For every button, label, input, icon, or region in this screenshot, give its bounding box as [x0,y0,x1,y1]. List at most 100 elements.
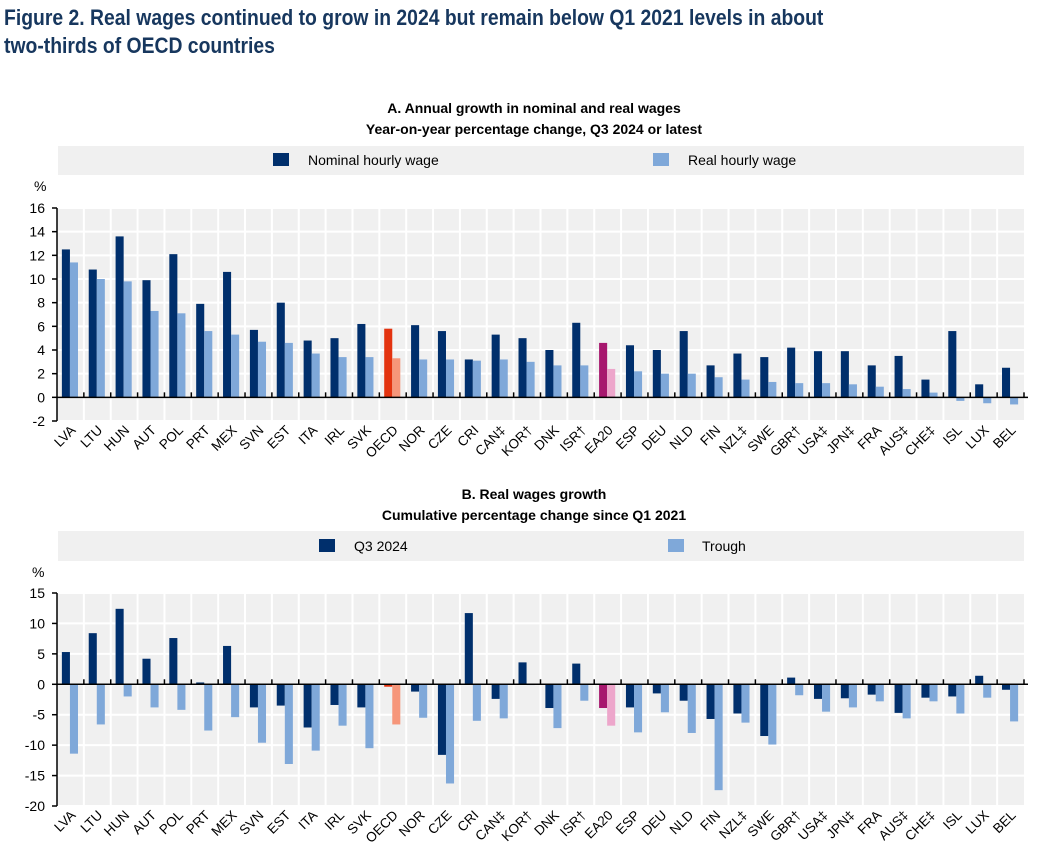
bar-nor-nominalhourlywage [411,325,420,398]
bar-deu-q32024 [652,684,661,694]
y-tick-label: -20 [25,798,45,814]
bar-prt-trough [204,684,213,731]
bar-fra-realhourlywage [875,386,884,398]
bar-cri-nominalhourlywage [464,359,473,398]
x-category-label: AUT [129,423,159,453]
bar-svk-nominalhourlywage [357,323,366,398]
bar-pol-trough [177,684,186,710]
bar-aut-q32024 [142,658,151,685]
bar-swe-q32024 [760,684,769,737]
y-tick-label: -5 [33,707,46,723]
bar-irl-trough [338,684,347,726]
bar-aus-q32024 [894,684,903,713]
bar-mex-trough [231,684,240,718]
x-category-label: ISL [940,422,965,447]
bar-aut-realhourlywage [150,310,159,398]
figure-title: Figure 2. Real wages continued to grow i… [4,4,864,60]
y-tick-label: 14 [29,224,45,240]
bar-gbr-nominalhourlywage [787,347,796,398]
y-tick-label: 15 [29,585,45,601]
bar-lva-q32024 [61,652,70,685]
bar-irl-nominalhourlywage [330,338,339,398]
bar-ea20-q32024 [599,684,608,709]
bar-svk-trough [365,684,374,749]
x-category-label: ESP [613,423,643,453]
x-category-label: IRL [322,807,348,833]
y-tick-label: 4 [37,342,45,358]
bar-esp-q32024 [625,684,635,708]
bar-che-realhourlywage [929,392,938,398]
bar-nld-realhourlywage [687,373,696,398]
legend-label-real: Real hourly wage [688,152,796,168]
bar-esp-nominalhourlywage [625,345,635,398]
bar-svn-trough [257,684,267,743]
bar-est-trough [284,684,293,765]
bar-gbr-q32024 [787,677,796,685]
bar-cze-realhourlywage [445,359,455,398]
x-category-label: DNK [531,808,562,839]
bar-lux-q32024 [975,675,984,685]
bar-jpn-nominalhourlywage [840,351,849,398]
x-category-label: DEU [639,808,670,839]
bar-hun-realhourlywage [123,281,132,398]
bar-usa-q32024 [813,684,823,699]
bar-cri-q32024 [464,613,473,685]
bar-jpn-q32024 [840,684,849,699]
bar-nld-q32024 [679,684,688,701]
panel-b-plot: 15 10 5 0 -5 -10 -15 -20 LVALTUHUNAUTPOLPRTMEXSV… [25,585,1028,846]
bar-fra-trough [875,684,884,702]
panel-b: B. Real wages growth Cumulative percenta… [25,486,1028,846]
x-category-label: NZL‡ [716,808,750,842]
bar-ltu-realhourlywage [96,279,105,398]
bar-prt-realhourlywage [204,331,213,398]
bar-est-q32024 [276,684,285,706]
x-category-label: NOR [396,807,428,839]
y-tick-label: 16 [29,200,45,216]
bar-esp-realhourlywage [634,371,643,398]
bar-irl-q32024 [330,684,339,705]
panel-a-y-unit: % [34,178,46,194]
legend-swatch-nominal [273,153,289,166]
bar-aut-nominalhourlywage [142,280,151,398]
x-category-label: MEX [208,808,239,839]
bar-swe-nominalhourlywage [760,357,769,398]
panel-a: A. Annual growth in nominal and real wag… [29,100,1028,461]
bar-isr-nominalhourlywage [572,322,581,398]
x-category-label: AUT [129,808,159,838]
bar-deu-nominalhourlywage [652,350,661,398]
legend-label-nominal: Nominal hourly wage [308,152,439,168]
x-category-label: LTU [77,808,105,836]
x-category-label: ESP [613,808,643,838]
bar-dnk-nominalhourlywage [545,350,554,398]
x-category-label: ITA [296,423,321,448]
x-category-label: DNK [531,423,562,454]
bar-nor-realhourlywage [419,359,428,398]
x-category-label: PRT [183,423,213,453]
bar-lux-nominalhourlywage [975,384,984,398]
x-category-label: POL [156,807,186,837]
bar-swe-realhourlywage [768,381,777,398]
bar-mex-realhourlywage [231,334,240,398]
x-category-label: IRL [322,422,348,448]
bar-lva-trough [69,684,78,754]
bar-gbr-trough [795,684,804,696]
x-category-label: JPN‡ [824,423,858,457]
bar-nzl-nominalhourlywage [733,353,742,398]
bar-cze-q32024 [437,684,446,755]
y-tick-label: 10 [29,615,45,631]
bar-pol-q32024 [169,638,178,685]
bar-esp-trough [634,684,643,733]
bar-oecd-realhourlywage [392,358,401,398]
bar-lva-nominalhourlywage [61,249,70,398]
x-category-label: USA‡ [795,808,831,844]
bar-prt-q32024 [196,682,205,685]
bar-swe-trough [768,684,777,745]
bar-ita-q32024 [303,684,312,728]
x-category-label: ISL [940,807,965,832]
bar-nor-trough [419,684,428,718]
x-category-label: JPN‡ [824,808,858,842]
x-category-label: CZE [425,423,455,453]
bar-ltu-q32024 [88,633,97,685]
bar-nzl-trough [741,684,750,723]
